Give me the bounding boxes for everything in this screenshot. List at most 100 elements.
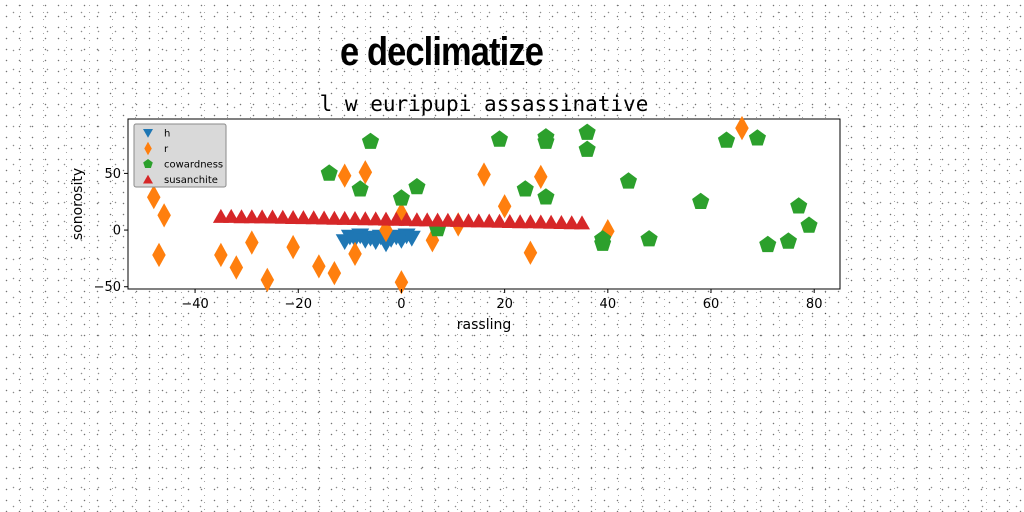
point-r-16 — [425, 228, 440, 253]
x-tick-label-2: 0 — [397, 297, 405, 312]
point-susanchite-21 — [429, 212, 446, 227]
point-cowardness-15 — [619, 172, 637, 189]
chart-title: l w euripupi assassinative — [320, 92, 649, 116]
point-susanchite-18 — [398, 211, 415, 226]
point-r-10 — [337, 163, 352, 188]
point-cowardness-22 — [790, 197, 808, 214]
point-susanchite-2 — [233, 209, 250, 224]
point-r-4 — [229, 255, 244, 280]
point-susanchite-13 — [347, 211, 363, 225]
x-axis-label: rassling — [457, 317, 511, 333]
point-susanchite-9 — [305, 210, 322, 225]
point-r-3 — [214, 242, 228, 268]
point-cowardness-6 — [490, 130, 508, 147]
y-axis-label: sonorosity — [70, 168, 86, 240]
point-susanchite-8 — [295, 210, 312, 225]
x-tick-label-5: 60 — [703, 297, 720, 312]
point-cowardness-0 — [320, 164, 338, 181]
point-susanchite-20 — [419, 212, 436, 227]
point-susanchite-19 — [408, 212, 425, 227]
legend-label-r: r — [164, 144, 169, 155]
series-susanchite — [212, 208, 590, 230]
point-susanchite-32 — [543, 214, 560, 229]
point-cowardness-9 — [537, 132, 555, 149]
point-susanchite-11 — [326, 210, 343, 225]
point-cowardness-11 — [578, 123, 596, 140]
point-susanchite-34 — [563, 215, 580, 230]
point-cowardness-3 — [392, 189, 410, 206]
point-r-11 — [348, 241, 362, 266]
point-susanchite-12 — [336, 210, 353, 225]
point-r-6 — [260, 267, 275, 293]
point-r-5 — [245, 230, 259, 255]
point-susanchite-5 — [264, 209, 281, 224]
point-susanchite-33 — [553, 215, 570, 229]
axis-ticks: −40 −20 0 20 40 60 80 −50 0 50 — [94, 167, 823, 312]
x-tick-label-3: 20 — [496, 297, 513, 312]
point-cowardness-21 — [779, 232, 797, 249]
series-r — [147, 115, 749, 295]
legend: hr cowardness susanchite — [133, 123, 227, 188]
point-susanchite-31 — [532, 214, 549, 229]
point-r-14 — [394, 270, 409, 295]
point-cowardness-12 — [578, 140, 596, 157]
point-susanchite-0 — [212, 208, 229, 223]
point-susanchite-25 — [470, 213, 487, 228]
point-susanchite-30 — [522, 214, 539, 229]
point-r-2 — [157, 203, 171, 228]
point-susanchite-24 — [460, 213, 477, 228]
point-r-18 — [477, 162, 491, 187]
point-r-23 — [735, 115, 749, 141]
point-susanchite-3 — [243, 209, 260, 224]
series-cowardness — [320, 123, 818, 253]
point-cowardness-2 — [361, 132, 380, 149]
point-h-13 — [402, 230, 421, 247]
point-r-21 — [534, 164, 548, 189]
point-susanchite-22 — [439, 212, 456, 227]
y-tick-label-1: 0 — [113, 224, 121, 239]
point-cowardness-10 — [537, 188, 555, 205]
point-susanchite-7 — [285, 210, 302, 224]
point-susanchite-1 — [223, 208, 240, 223]
data-marks — [147, 115, 818, 295]
x-tick-label-4: 40 — [600, 297, 617, 312]
point-susanchite-23 — [450, 212, 467, 227]
point-cowardness-17 — [692, 192, 710, 209]
point-cowardness-4 — [408, 178, 426, 195]
point-susanchite-26 — [481, 213, 498, 228]
point-cowardness-7 — [516, 180, 534, 197]
point-susanchite-35 — [574, 215, 590, 230]
point-r-9 — [327, 261, 342, 286]
legend-label-susanchite: susanchite — [164, 175, 218, 186]
point-susanchite-10 — [316, 210, 333, 225]
point-r-20 — [523, 240, 538, 265]
point-susanchite-29 — [512, 214, 529, 229]
legend-box — [133, 123, 227, 188]
point-susanchite-14 — [357, 211, 374, 226]
point-r-12 — [358, 160, 373, 185]
point-susanchite-16 — [378, 211, 394, 226]
point-cowardness-19 — [748, 129, 766, 146]
point-cowardness-23 — [800, 216, 818, 233]
figure-title: e declimatize — [340, 30, 544, 74]
legend-label-cowardness: cowardness — [164, 160, 223, 171]
x-tick-label-0: −40 — [181, 297, 208, 312]
y-tick-label-2: 50 — [104, 167, 121, 182]
point-susanchite-27 — [491, 213, 508, 228]
point-susanchite-4 — [254, 209, 271, 224]
point-susanchite-6 — [274, 209, 291, 224]
point-cowardness-20 — [759, 235, 777, 253]
point-cowardness-14 — [594, 234, 612, 251]
point-r-0 — [147, 185, 161, 210]
point-r-7 — [286, 234, 300, 260]
legend-label-h: h — [164, 129, 170, 140]
legend-marker-cowardness — [143, 159, 153, 168]
point-cowardness-18 — [717, 131, 736, 148]
point-r-19 — [497, 194, 512, 219]
series-h — [335, 228, 421, 253]
x-tick-label-1: −20 — [285, 297, 312, 312]
point-cowardness-1 — [351, 180, 369, 197]
x-tick-label-6: 80 — [806, 297, 823, 312]
point-susanchite-17 — [388, 211, 405, 226]
